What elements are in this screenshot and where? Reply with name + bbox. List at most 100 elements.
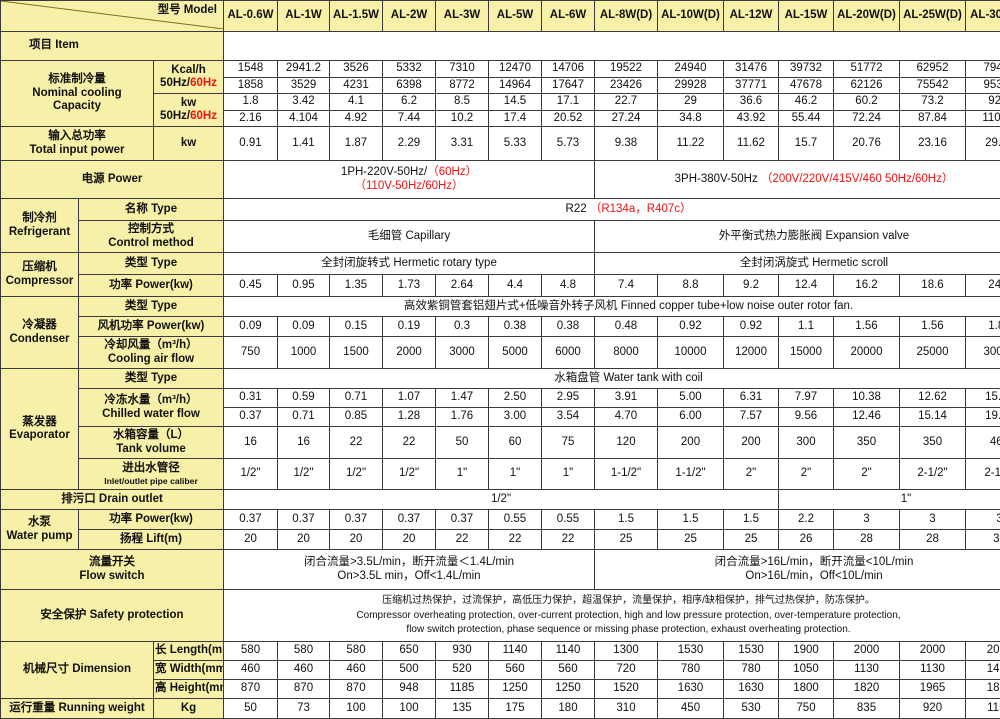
cell: 46.2 <box>779 94 834 111</box>
evaporator-label-en: Evaporator <box>2 429 77 443</box>
cell: 2.2 <box>779 510 834 530</box>
cell: 2-1/2" <box>966 459 1000 490</box>
cell: 100 <box>383 699 436 719</box>
evaporator-type-label: 类型 Type <box>79 369 224 389</box>
cell: 1800 <box>779 680 834 699</box>
airflow-label-en: Cooling air flow <box>80 353 222 367</box>
evaporator-section-label: 蒸发器 Evaporator <box>1 369 79 490</box>
cell: 1.84 <box>966 317 1000 337</box>
cell: 16 <box>278 427 330 459</box>
cell: 1.5 <box>595 510 658 530</box>
cell: 3.00 <box>489 408 542 427</box>
cell: 2941.2 <box>278 61 330 78</box>
cell: 20.76 <box>834 127 900 161</box>
cell: 200 <box>724 427 779 459</box>
cell: 6.31 <box>724 389 779 408</box>
cell: 1820 <box>834 680 900 699</box>
cell: 28 <box>834 530 900 550</box>
condenser-type-label: 类型 Type <box>79 297 224 317</box>
compressor-section-label: 压缩机 Compressor <box>1 253 79 297</box>
cell: 72.24 <box>834 110 900 127</box>
cell: 23426 <box>595 77 658 94</box>
table-header-row: 型号 Model AL-0.6W AL-1W AL-1.5W AL-2W AL-… <box>1 1 1000 32</box>
safety-line-cn: 压缩机过热保护，过流保护，高低压力保护，超温保护，流量保护，相序/缺相保护，排气… <box>225 594 1000 609</box>
cell: 39732 <box>779 61 834 78</box>
condenser-label-en: Condenser <box>2 333 77 347</box>
fs-right-line1: 闭合流量>16L/min，断开流量<10L/min <box>596 556 1000 570</box>
cell: 0.59 <box>278 389 330 408</box>
pipe-caliber-row: 进出水管径 Inlet/outlet pipe caliber 1/2" 1/2… <box>1 459 1000 490</box>
cell: 3.91 <box>595 389 658 408</box>
cell: 1/2" <box>383 459 436 490</box>
cell: 920 <box>900 699 966 719</box>
condenser-section-label: 冷凝器 Condenser <box>1 297 79 369</box>
item-label-row: 项目 Item <box>1 32 1000 61</box>
cell: 50 <box>436 427 489 459</box>
item-label-cell: 项目 Item <box>1 32 224 61</box>
cell: 520 <box>436 661 489 680</box>
cell: 60.2 <box>834 94 900 111</box>
chilled-water-flow-50hz-row: 冷冻水量（m³/h） Chilled water flow 0.31 0.59 … <box>1 389 1000 408</box>
cell: 0.37 <box>224 510 278 530</box>
refrigerant-control-capillary: 毛细管 Capillary <box>224 221 595 253</box>
cell: 580 <box>278 642 330 661</box>
cell: 37771 <box>724 77 779 94</box>
model-col-al-0-6w: AL-0.6W <box>224 1 278 32</box>
cell: 17.1 <box>542 94 595 111</box>
cell: 7.44 <box>383 110 436 127</box>
cell: 1.76 <box>436 408 489 427</box>
safety-line-en-2: flow switch protection, phase sequence o… <box>225 623 1000 638</box>
cell: 25 <box>658 530 724 550</box>
fs-left-line1: 闭合流量>3.5L/min，断开流量＜1.4L/min <box>225 556 593 570</box>
water-pump-power-label: 功率 Power(kw) <box>79 510 224 530</box>
flow-switch-left: 闭合流量>3.5L/min，断开流量＜1.4L/min On>3.5L min，… <box>224 550 595 590</box>
cell: 20 <box>278 530 330 550</box>
cell: 25 <box>595 530 658 550</box>
dimension-section-label: 机械尺寸 Dimension <box>1 642 154 699</box>
ps-line1: 1PH-220V-50Hz/（60Hz） <box>225 166 593 180</box>
cell: 835 <box>834 699 900 719</box>
cell: 1.5 <box>724 510 779 530</box>
cell: 1130 <box>834 661 900 680</box>
cell: 24940 <box>658 61 724 78</box>
cell: 200 <box>658 427 724 459</box>
flow-switch-label-cn: 流量开关 <box>2 556 222 570</box>
cell: 2000 <box>900 642 966 661</box>
model-col-al-1-5w: AL-1.5W <box>330 1 383 32</box>
pump-label-cn: 水泵 <box>2 516 77 530</box>
cell: 3.42 <box>278 94 330 111</box>
cell: 29 <box>658 94 724 111</box>
evaporator-label-cn: 蒸发器 <box>2 416 77 430</box>
cooling-label-cn: 标准制冷量 <box>2 73 152 87</box>
dimension-width-label: 宽 Width(mm) <box>154 661 224 680</box>
cell: 20 <box>330 530 383 550</box>
cell: 1/2" <box>278 459 330 490</box>
model-col-al-3w: AL-3W <box>436 1 489 32</box>
cell: 5332 <box>383 61 436 78</box>
cell: 1630 <box>724 680 779 699</box>
cell: 0.19 <box>383 317 436 337</box>
condenser-fan-power-row: 风机功率 Power(kw) 0.09 0.09 0.15 0.19 0.3 0… <box>1 317 1000 337</box>
refrigerant-r22: R22 <box>566 203 587 215</box>
cell: 55.44 <box>779 110 834 127</box>
cell: 2" <box>779 459 834 490</box>
cell: 12.62 <box>900 389 966 408</box>
cell: 6.00 <box>658 408 724 427</box>
compressor-power-label: 功率 Power(kw) <box>79 275 224 297</box>
tank-volume-label: 水箱容量（L） Tank volume <box>79 427 224 459</box>
cell: 22.7 <box>595 94 658 111</box>
cell: 1.07 <box>383 389 436 408</box>
condenser-label-cn: 冷凝器 <box>2 319 77 333</box>
tank-label-cn: 水箱容量（L） <box>80 429 222 443</box>
cell: 3529 <box>278 77 330 94</box>
hz60-b: 60Hz <box>190 110 217 122</box>
cell: 948 <box>383 680 436 699</box>
cell: 560 <box>489 661 542 680</box>
cell: 4.1 <box>330 94 383 111</box>
condenser-fan-power-label: 风机功率 Power(kw) <box>79 317 224 337</box>
cell: 180 <box>542 699 595 719</box>
cell: 1965 <box>900 680 966 699</box>
cell: 14706 <box>542 61 595 78</box>
safety-protection-label: 安全保护 Safety protection <box>1 590 224 642</box>
tank-volume-row: 水箱容量（L） Tank volume 16 16 22 22 50 60 75… <box>1 427 1000 459</box>
